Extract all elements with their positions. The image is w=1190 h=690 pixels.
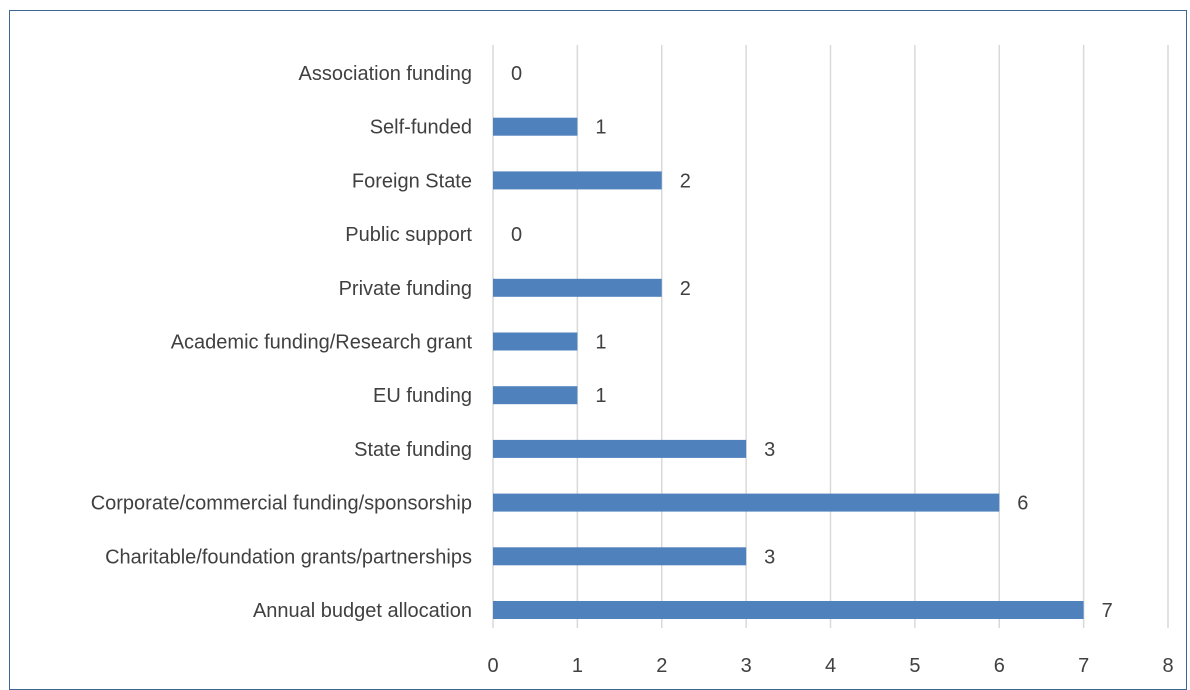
x-tick-label: 1 <box>572 655 583 677</box>
x-axis-ticks: 0 1 2 3 4 5 6 7 8 <box>487 655 1173 677</box>
data-label: 1 <box>595 117 606 139</box>
category-label: Corporate/commercial funding/sponsorship <box>91 493 472 515</box>
category-label: Charitable/foundation grants/partnership… <box>105 546 472 568</box>
data-label: 2 <box>680 170 691 192</box>
category-label: EU funding <box>373 385 472 407</box>
x-tick-label: 4 <box>825 655 836 677</box>
category-label: State funding <box>354 439 472 461</box>
data-label: 3 <box>764 546 775 568</box>
data-label: 1 <box>595 332 606 354</box>
bars <box>493 117 1084 619</box>
x-tick-label: 8 <box>1162 655 1173 677</box>
data-label: 0 <box>511 224 522 246</box>
bar <box>493 171 662 190</box>
category-labels: Association funding Self-funded Foreign St… <box>91 63 473 622</box>
x-tick-label: 7 <box>1078 655 1089 677</box>
category-label: Academic funding/Research grant <box>171 332 473 354</box>
category-label: Association funding <box>299 63 472 85</box>
data-label: 0 <box>511 63 522 85</box>
data-label: 6 <box>1017 493 1028 515</box>
x-tick-label: 0 <box>487 655 498 677</box>
data-label: 3 <box>764 439 775 461</box>
bar <box>493 439 747 458</box>
category-label: Public support <box>345 224 472 246</box>
bar <box>493 117 578 136</box>
category-label: Annual budget allocation <box>253 600 472 622</box>
bar <box>493 601 1084 619</box>
data-label: 7 <box>1102 600 1113 622</box>
data-label: 2 <box>680 278 691 300</box>
x-tick-label: 2 <box>656 655 667 677</box>
data-label: 1 <box>595 385 606 407</box>
category-label: Self-funded <box>370 117 472 139</box>
bar <box>493 278 662 297</box>
gridlines <box>492 45 1169 628</box>
bar <box>493 332 578 351</box>
value-labels: 0 1 2 0 2 1 1 3 6 3 7 <box>511 63 1113 622</box>
bar <box>493 493 1000 512</box>
x-tick-label: 6 <box>994 655 1005 677</box>
x-tick-label: 5 <box>909 655 920 677</box>
chart-frame <box>9 10 1187 690</box>
bar <box>493 386 578 405</box>
x-tick-label: 3 <box>741 655 752 677</box>
category-label: Foreign State <box>352 170 472 192</box>
category-label: Private funding <box>339 278 472 300</box>
bar <box>493 547 747 566</box>
